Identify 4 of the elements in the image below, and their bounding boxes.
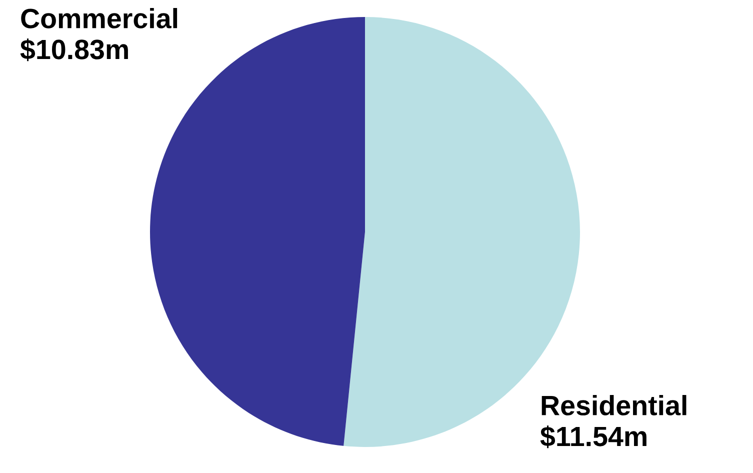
slice-label: Commercial — [21, 8, 178, 28]
data-label: $11.54m — [540, 425, 646, 448]
data-label: $10.83m — [20, 38, 128, 62]
slice-label: Residential — [542, 395, 686, 416]
